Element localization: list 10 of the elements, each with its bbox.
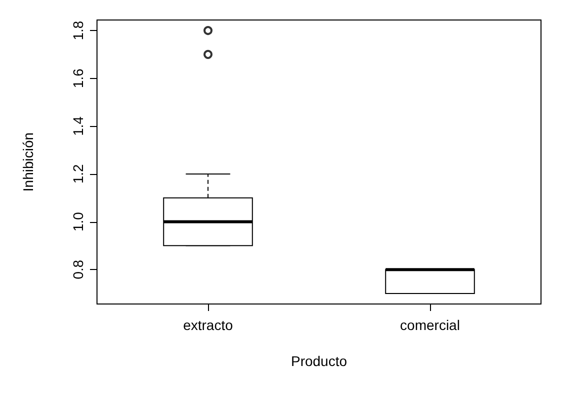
y-tick-label: 1.8: [70, 20, 86, 40]
y-tick-label: 1.4: [70, 116, 86, 136]
x-tick-label: extracto: [183, 317, 234, 333]
y-tick-label: 1.2: [70, 164, 86, 184]
y-tick-label: 0.8: [70, 260, 86, 280]
x-tick-label: comercial: [400, 317, 460, 333]
x-axis-title: Producto: [290, 353, 348, 369]
y-tick-label: 1.0: [70, 212, 86, 232]
y-tick-label: 1.6: [70, 68, 86, 88]
y-axis-title: Inhibición: [20, 132, 36, 192]
